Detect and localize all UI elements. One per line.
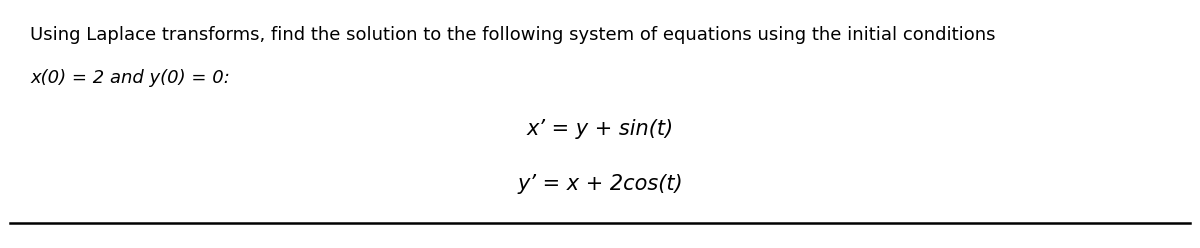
- Text: y’ = x + 2cos(t): y’ = x + 2cos(t): [517, 174, 683, 194]
- Text: Using Laplace transforms, find the solution to the following system of equations: Using Laplace transforms, find the solut…: [30, 26, 996, 44]
- Text: x(0) = 2 and y(0) = 0:: x(0) = 2 and y(0) = 0:: [30, 69, 230, 88]
- Text: x’ = y + sin(t): x’ = y + sin(t): [527, 119, 673, 139]
